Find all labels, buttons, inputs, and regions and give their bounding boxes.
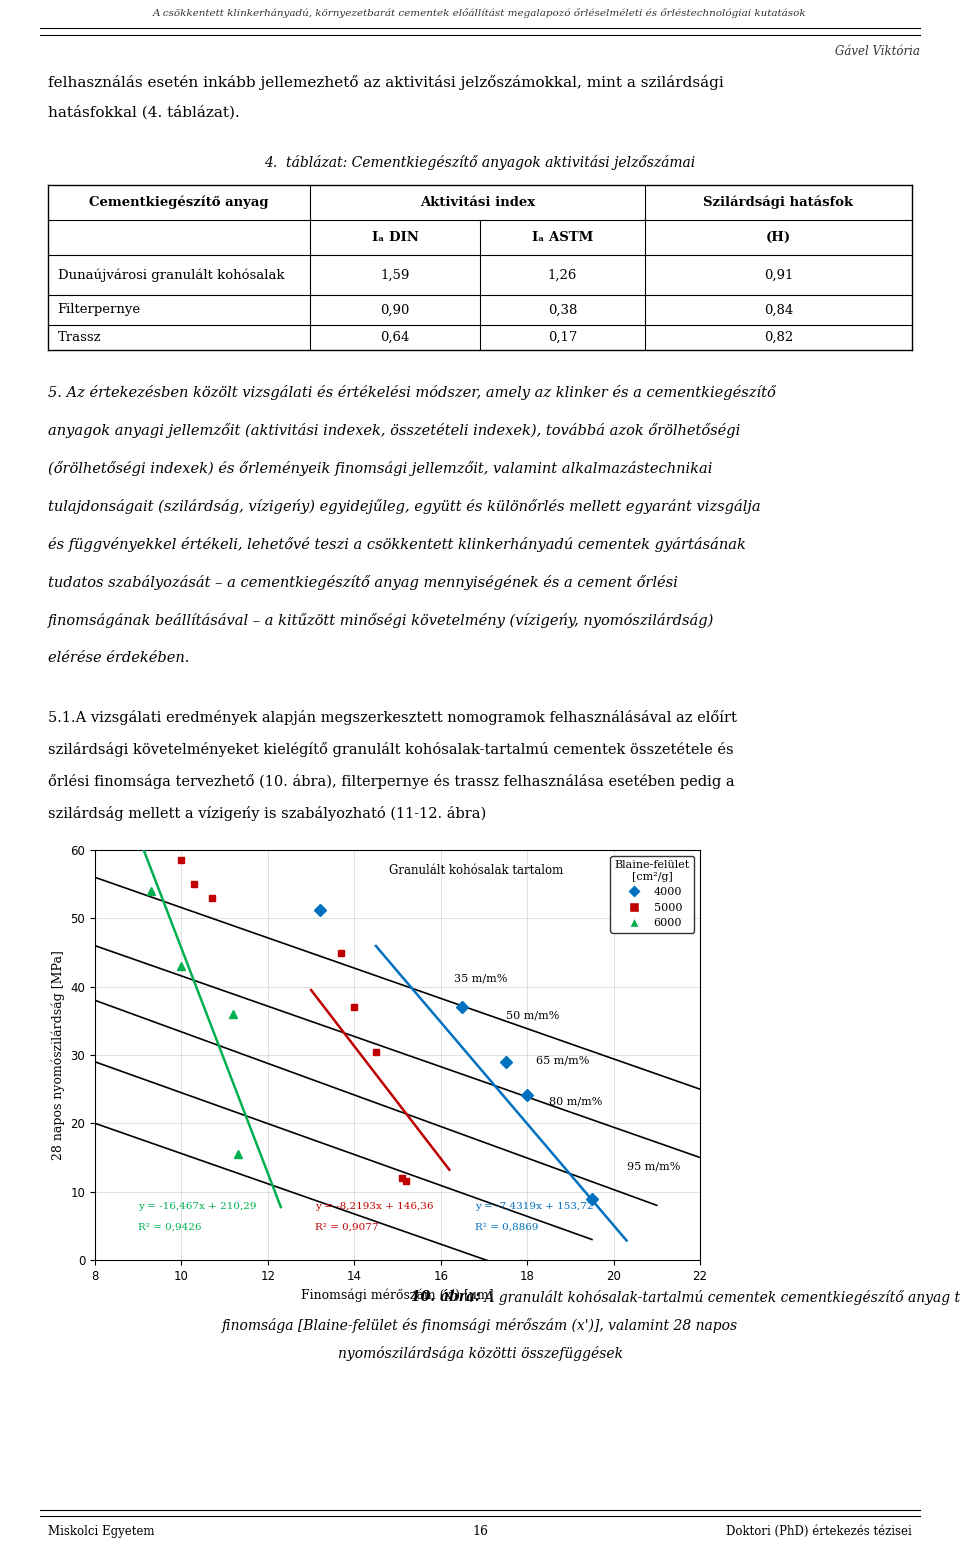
Text: Doktori (PhD) értekezés tézisei: Doktori (PhD) értekezés tézisei xyxy=(727,1524,912,1538)
Text: Dunaújvárosi granulált kohósalak: Dunaújvárosi granulált kohósalak xyxy=(58,269,284,281)
Text: y = -16,467x + 210,29: y = -16,467x + 210,29 xyxy=(138,1201,256,1211)
Text: szilárdsági követelményeket kielégítő granulált kohósalak-tartalmú cementek össz: szilárdsági követelményeket kielégítő gr… xyxy=(48,742,733,758)
Text: (őrölhetőségi indexek) és őrleményeik finomsági jellemzőit, valamint alkalmazást: (őrölhetőségi indexek) és őrleményeik fi… xyxy=(48,461,712,476)
Text: 50 m/m%: 50 m/m% xyxy=(506,1011,559,1020)
Text: 0,64: 0,64 xyxy=(380,331,410,345)
Text: finomsága [Blaine-felület és finomsági mérőszám (x')], valamint 28 napos: finomsága [Blaine-felület és finomsági m… xyxy=(222,1319,738,1333)
Text: Szilárdsági hatásfok: Szilárdsági hatásfok xyxy=(704,196,853,209)
Legend: 4000, 5000, 6000: 4000, 5000, 6000 xyxy=(611,855,694,932)
Text: finomságának beállításával – a kitűzött minőségi követelmény (vízigeńy, nyomósz: finomságának beállításával – a kitűzött … xyxy=(48,614,714,628)
Text: Trassz: Trassz xyxy=(58,331,101,345)
Text: R² = 0,9426: R² = 0,9426 xyxy=(138,1223,202,1231)
Text: Miskolci Egyetem: Miskolci Egyetem xyxy=(48,1524,155,1538)
Text: és függvényekkel értékeli, lehetővé teszi a csökkentett klinkerhányadú cementek : és függvényekkel értékeli, lehetővé tesz… xyxy=(48,536,746,552)
Text: 1,59: 1,59 xyxy=(380,269,410,281)
Text: A csökkentett klinkerhányadú, környezetbarát cementek előállítást megalapozó őrl: A csökkentett klinkerhányadú, környezetb… xyxy=(154,8,806,19)
Text: felhasználás esetén inkább jellemezhető az aktivitási jelzőszámokkal, mint a szi: felhasználás esetén inkább jellemezhető … xyxy=(48,76,724,90)
Text: 0,90: 0,90 xyxy=(380,303,410,317)
Text: Filterpernye: Filterpernye xyxy=(58,303,141,317)
Text: őrlési finomsága tervezhető (10. ábra), filterpernye és trassz felhasználása ese: őrlési finomsága tervezhető (10. ábra), … xyxy=(48,775,734,788)
Text: Cementkiegészítő anyag: Cementkiegészítő anyag xyxy=(89,196,269,209)
Text: R² = 0,9077: R² = 0,9077 xyxy=(316,1223,379,1231)
Text: Iₐ DIN: Iₐ DIN xyxy=(372,230,419,244)
Text: 65 m/m%: 65 m/m% xyxy=(536,1056,589,1065)
Text: 0,82: 0,82 xyxy=(764,331,793,345)
Text: 5. Az értekezésben közölt vizsgálati és értékelési módszer, amely az klinker és : 5. Az értekezésben közölt vizsgálati és … xyxy=(48,385,776,400)
Text: anyagok anyagi jellemzőit (aktivitási indexek, összetételi indexek), továbbá azo: anyagok anyagi jellemzőit (aktivitási in… xyxy=(48,424,740,438)
Text: elérése érdekében.: elérése érdekében. xyxy=(48,651,189,665)
Text: tudatos szabályozását – a cementkiegészítő anyag mennyiségének és a cement őrlés: tudatos szabályozását – a cementkiegészí… xyxy=(48,575,678,591)
Text: 95 m/m%: 95 m/m% xyxy=(627,1161,680,1172)
Text: 0,38: 0,38 xyxy=(548,303,577,317)
Text: Iₐ ASTM: Iₐ ASTM xyxy=(532,230,593,244)
Text: R² = 0,8869: R² = 0,8869 xyxy=(475,1223,539,1231)
Text: (H): (H) xyxy=(766,230,791,244)
Text: Granulált kohósalak tartalom: Granulált kohósalak tartalom xyxy=(389,864,564,877)
Y-axis label: 28 napos nyomószilárdság [MPa]: 28 napos nyomószilárdság [MPa] xyxy=(51,951,65,1160)
Text: nyomószilárdsága közötti összefüggések: nyomószilárdsága közötti összefüggések xyxy=(338,1347,622,1360)
Text: 0,17: 0,17 xyxy=(548,331,577,345)
Text: Gável Viktória: Gável Viktória xyxy=(835,45,920,59)
Text: 35 m/m%: 35 m/m% xyxy=(454,974,507,983)
Text: 10. ábra:: 10. ábra: xyxy=(411,1289,480,1303)
Text: 1,26: 1,26 xyxy=(548,269,577,281)
Text: 4.  táblázat: Cementkiegészítő anyagok aktivitási jelzőszámai: 4. táblázat: Cementkiegészítő anyagok ak… xyxy=(264,155,696,170)
Text: y = -8,2193x + 146,36: y = -8,2193x + 146,36 xyxy=(316,1201,434,1211)
Text: Aktivitási index: Aktivitási index xyxy=(420,196,535,209)
Text: 80 m/m%: 80 m/m% xyxy=(549,1096,602,1107)
Text: 5.1.A vizsgálati eredmények alapján megszerkesztett nomogramok felhasználásával : 5.1.A vizsgálati eredmények alapján megs… xyxy=(48,710,737,725)
X-axis label: Finomsági mérőszám (x') [μm]: Finomsági mérőszám (x') [μm] xyxy=(301,1288,493,1302)
Text: szilárdság mellett a vízigeńy is szabályozható (11-12. ábra): szilárdság mellett a vízigeńy is szabál… xyxy=(48,805,487,821)
Text: tulajdonságait (szilárdság, vízigeńy) egyidejűleg, együtt és különőrlés mellett: tulajdonságait (szilárdság, vízigeńy) e… xyxy=(48,499,760,513)
Text: 0,84: 0,84 xyxy=(764,303,793,317)
Text: A granulált kohósalak-tartalmú cementek cementkiegészítő anyag tartalma, őrlési: A granulált kohósalak-tartalmú cementek … xyxy=(480,1289,960,1305)
Text: y = -7,4319x + 153,72: y = -7,4319x + 153,72 xyxy=(475,1201,594,1211)
Text: hatásfokkal (4. táblázat).: hatásfokkal (4. táblázat). xyxy=(48,105,240,119)
Text: 0,91: 0,91 xyxy=(764,269,793,281)
Text: 16: 16 xyxy=(472,1524,488,1538)
